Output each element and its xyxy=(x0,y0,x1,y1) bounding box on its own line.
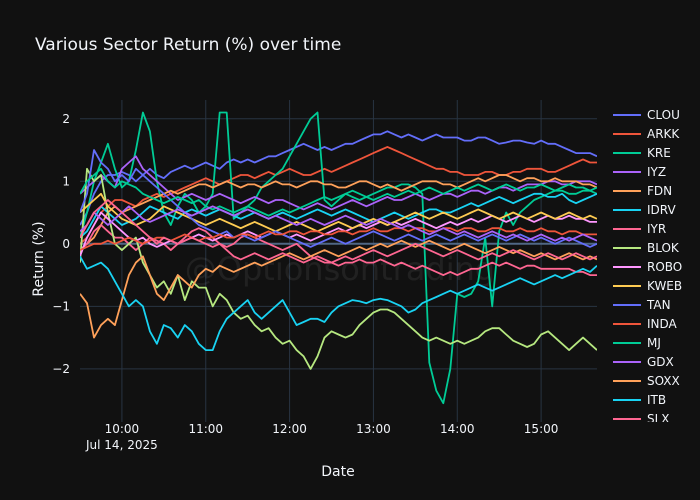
x-tick-label: 10:00 xyxy=(105,422,140,436)
legend-item-gdx[interactable]: GDX xyxy=(613,355,674,369)
legend-item-fdn[interactable]: FDN xyxy=(613,184,672,198)
y-tick-label: −1 xyxy=(52,299,70,313)
grid-lines xyxy=(80,100,597,422)
x-axis-ticks: 10:00 11:00 12:00 13:00 14:00 15:00 xyxy=(105,422,559,436)
legend-label: MJ xyxy=(647,336,661,350)
legend-item-kweb[interactable]: KWEB xyxy=(613,279,682,293)
legend-label: IYR xyxy=(647,222,666,236)
series-line-clou xyxy=(80,130,597,226)
legend-label: GDX xyxy=(647,355,674,369)
legend-item-mj[interactable]: MJ xyxy=(613,336,661,350)
y-axis-title: Return (%) xyxy=(31,221,47,296)
chart-title: Various Sector Return (%) over time xyxy=(35,35,341,55)
legend-label: FDN xyxy=(647,184,672,198)
legend-item-itb[interactable]: ITB xyxy=(613,393,666,407)
legend-item-iyr[interactable]: IYR xyxy=(613,222,666,236)
legend-label: IDRV xyxy=(647,203,676,217)
legend-label: KRE xyxy=(647,146,671,160)
y-tick-label: 1 xyxy=(62,174,70,188)
series-line-kre xyxy=(80,111,597,405)
legend-item-iyz[interactable]: IYZ xyxy=(613,165,666,179)
y-tick-label: 2 xyxy=(62,112,70,126)
legend-item-blok[interactable]: BLOK xyxy=(613,241,680,255)
legend-item-robo[interactable]: ROBO xyxy=(613,260,682,274)
legend-item-idrv[interactable]: IDRV xyxy=(613,203,676,217)
series-line-itb xyxy=(80,255,597,352)
legend-item-slx[interactable]: SLX xyxy=(613,412,670,426)
legend-label: INDA xyxy=(647,317,678,331)
legend-label: ITB xyxy=(647,393,666,407)
series-lines xyxy=(80,111,597,405)
series-line-blok xyxy=(80,167,597,370)
legend-label: ROBO xyxy=(647,260,682,274)
legend-label: BLOK xyxy=(647,241,680,255)
legend-item-soxx[interactable]: SOXX xyxy=(613,374,680,388)
series-line-idrv xyxy=(80,192,597,239)
legend-label: ARKK xyxy=(647,127,680,141)
x-tick-label: 11:00 xyxy=(188,422,223,436)
legend-label: SLX xyxy=(647,412,670,426)
x-tick-label: 15:00 xyxy=(524,422,559,436)
legend-item-inda[interactable]: INDA xyxy=(613,317,678,331)
series-line-robo xyxy=(80,211,597,257)
x-axis-date-label: Jul 14, 2025 xyxy=(85,438,158,452)
legend-label: CLOU xyxy=(647,108,680,122)
legend-label: TAN xyxy=(646,298,671,312)
legend-item-tan[interactable]: TAN xyxy=(613,298,671,312)
series-line-kweb xyxy=(80,192,597,233)
legend-item-clou[interactable]: CLOU xyxy=(613,108,680,122)
legend[interactable]: CLOU ARKK KRE IYZ FDN IDRV IYR BLOK ROBO KWEB TAN I… xyxy=(613,108,682,426)
series-line-slx xyxy=(80,199,597,264)
series-line-mj xyxy=(80,167,597,217)
legend-label: SOXX xyxy=(647,374,680,388)
legend-item-kre[interactable]: KRE xyxy=(613,146,671,160)
x-tick-label: 14:00 xyxy=(440,422,475,436)
series-line-gdx xyxy=(80,205,597,242)
x-tick-label: 12:00 xyxy=(272,422,307,436)
legend-label: IYZ xyxy=(647,165,666,179)
legend-label: KWEB xyxy=(647,279,682,293)
y-axis-ticks: −2 −1 0 1 2 xyxy=(52,112,70,376)
series-line-iyz xyxy=(80,155,597,211)
series-line-soxx xyxy=(80,239,597,339)
y-tick-label: 0 xyxy=(62,237,70,251)
y-tick-label: −2 xyxy=(52,362,70,376)
series-line-iyr xyxy=(80,224,597,277)
x-tick-label: 13:00 xyxy=(356,422,391,436)
legend-item-arkk[interactable]: ARKK xyxy=(613,127,680,141)
series-line-tan xyxy=(80,149,597,248)
x-axis-title: Date xyxy=(321,464,354,480)
series-line-fdn xyxy=(80,174,597,251)
